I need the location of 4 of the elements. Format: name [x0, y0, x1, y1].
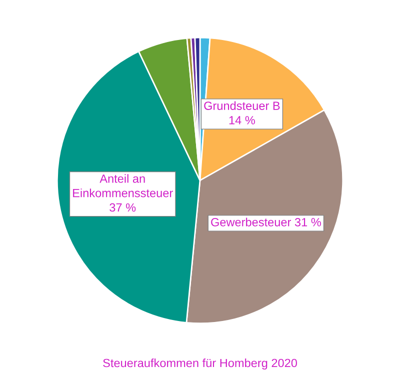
data-label: Grundsteuer B 14 %: [204, 101, 280, 124]
data-label: Anteil an Einkommenssteuer 37 %: [73, 174, 173, 212]
text: Steueraufkommen für Homberg 2020: [103, 358, 297, 370]
data-label: Gewerbesteuer 31 %: [211, 218, 321, 226]
